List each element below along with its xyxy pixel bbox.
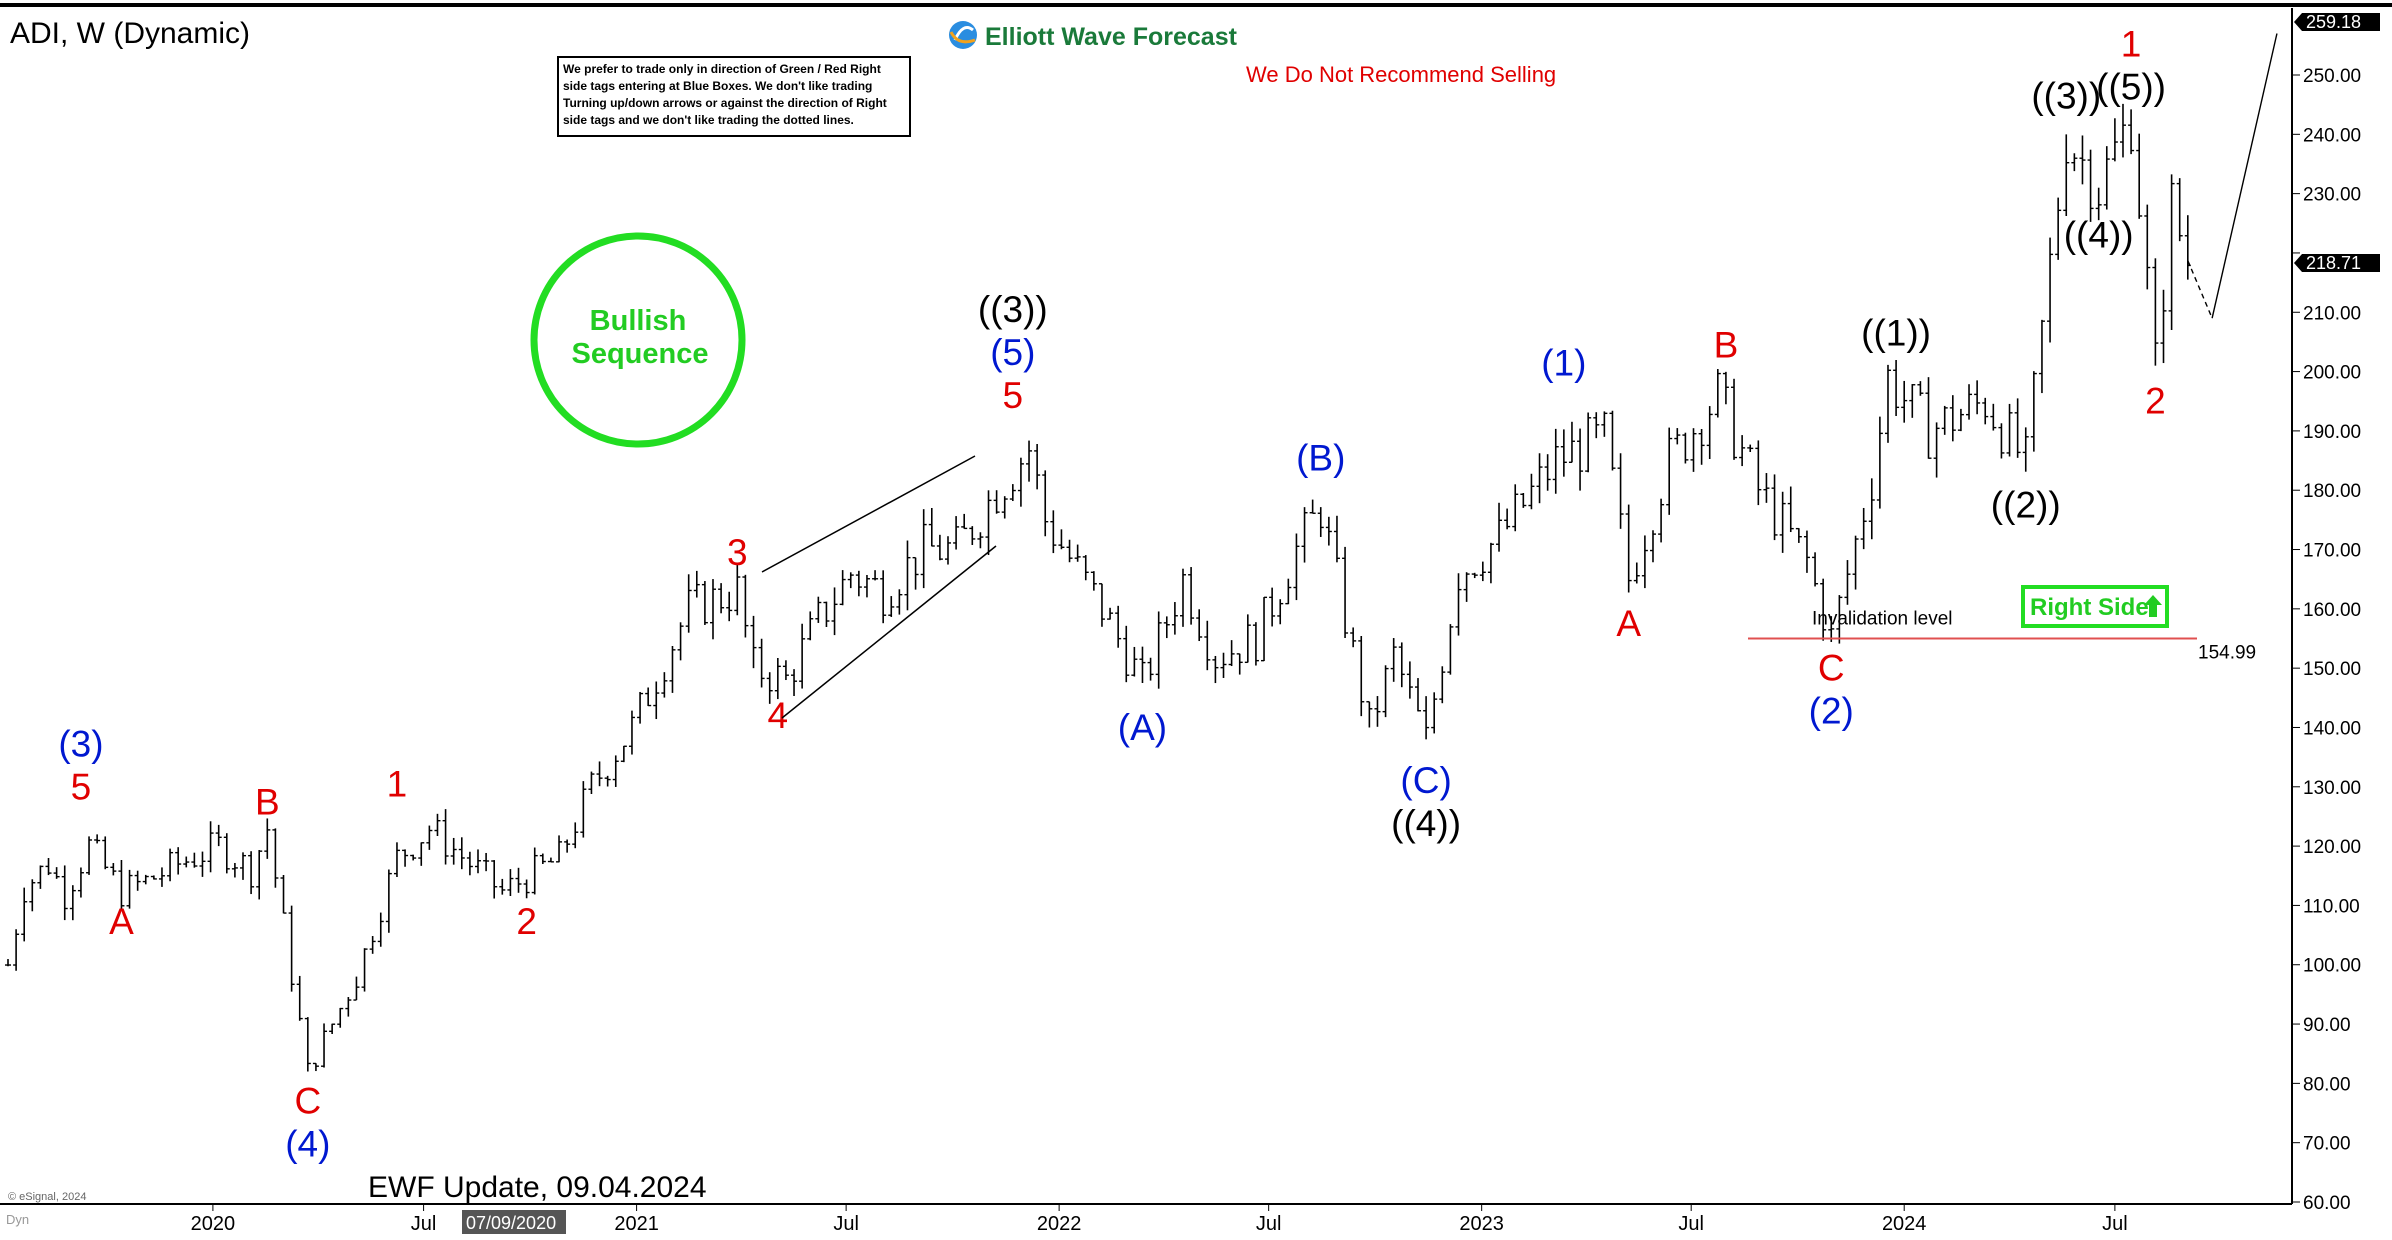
y-tick-label: 230.00 (2303, 185, 2361, 206)
wave-label: (A) (1118, 707, 1167, 748)
invalidation-label: Invalidation level (1812, 609, 1952, 630)
y-tick-label: 80.00 (2303, 1074, 2351, 1095)
wave-label: 1 (387, 764, 408, 805)
wave-label: ((4)) (2064, 214, 2134, 255)
x-tick-label: Jul (833, 1213, 859, 1235)
x-tick-label: 2020 (191, 1213, 236, 1235)
y-tick-label: 210.00 (2303, 303, 2361, 324)
wave-label: 5 (71, 766, 92, 807)
wave-label: (B) (1296, 437, 1345, 478)
y-tick-label: 150.00 (2303, 659, 2361, 680)
wave-label: ((5)) (2096, 67, 2166, 108)
wave-label: C (1818, 648, 1845, 689)
copyright: © eSignal, 2024 (8, 1191, 86, 1203)
price-bars (5, 103, 2191, 1072)
y-tick-label: 100.00 (2303, 956, 2361, 977)
y-tick-label: 240.00 (2303, 125, 2361, 146)
y-tick-label: 120.00 (2303, 837, 2361, 858)
wave-label: 1 (2121, 24, 2142, 65)
badge-line-1: Bullish (590, 305, 687, 337)
brand-name: Elliott Wave Forecast (985, 23, 1238, 51)
disclaimer-line: side tags and we don't like trading the … (563, 113, 854, 127)
wave-label: B (1714, 325, 1739, 366)
top-price-tag: 259.18 (2294, 12, 2380, 32)
badge-line-2: Sequence (572, 338, 709, 370)
x-tick-label: 2021 (614, 1213, 659, 1235)
invalidation-value: 154.99 (2198, 643, 2256, 664)
wave-label: 2 (2145, 381, 2166, 422)
disclaimer-box: We prefer to trade only in direction of … (557, 56, 911, 137)
y-tick-label: 250.00 (2303, 66, 2361, 87)
brand-logo: Elliott Wave Forecast (949, 21, 1238, 51)
top-price-text: 259.18 (2306, 12, 2361, 32)
last-price-tag: 218.71 (2294, 253, 2380, 273)
projection-line (2211, 33, 2278, 319)
x-tick-label: Jul (2102, 1213, 2128, 1235)
diagonal-lower-line (781, 545, 997, 719)
wave-label: (4) (285, 1124, 330, 1165)
wave-label: C (294, 1081, 321, 1122)
y-tick-label: 110.00 (2303, 896, 2360, 917)
x-tick-label: 2022 (1037, 1213, 1082, 1235)
wave-label: ((4)) (1391, 803, 1461, 844)
disclaimer-line: We prefer to trade only in direction of … (563, 62, 881, 76)
wave-label: A (109, 901, 134, 942)
wave-label: (2) (1809, 691, 1854, 732)
y-tick-label: 140.00 (2303, 718, 2361, 739)
wave-label: (C) (1400, 760, 1451, 801)
y-tick-label: 60.00 (2303, 1193, 2351, 1214)
wave-label: 4 (768, 695, 789, 736)
cursor-date-box (462, 1210, 566, 1234)
wave-label: ((2)) (1991, 484, 2061, 525)
wave-label: B (255, 781, 280, 822)
arrow-up-icon (2144, 595, 2162, 617)
x-tick-label: 2023 (1459, 1213, 1504, 1235)
selling-warning: We Do Not Recommend Selling (1246, 62, 1556, 87)
projection-lines (2187, 33, 2278, 319)
right-side-tag: Right Side (2021, 585, 2169, 628)
wave-label: A (1616, 603, 1641, 644)
chart-title: ADI, W (Dynamic) (10, 17, 250, 50)
y-axis-ticks: 250.00 240.00 230.00 210.00 200.00 190.00 180.… (2292, 66, 2361, 1214)
y-tick-label: 130.00 (2303, 778, 2361, 799)
wave-label: (3) (58, 723, 103, 764)
right-side-label: Right Side (2030, 594, 2149, 621)
x-tick-label: Jul (1678, 1213, 1704, 1235)
wave-label: ((1)) (1861, 313, 1931, 354)
cursor-date: 07/09/2020 (466, 1213, 556, 1233)
y-tick-label: 70.00 (2303, 1134, 2351, 1155)
diagonal-upper-line (761, 455, 976, 573)
wave-label: ((3)) (2031, 75, 2101, 116)
corner-label: Dyn (6, 1212, 29, 1227)
disclaimer-line: side tags entering at Blue Boxes. We don… (563, 79, 872, 93)
y-tick-label: 160.00 (2303, 600, 2361, 621)
update-label: EWF Update, 09.04.2024 (368, 1171, 707, 1204)
x-tick-label: Jul (1256, 1213, 1282, 1235)
y-tick-label: 170.00 (2303, 541, 2361, 562)
projection-dotted-line (2187, 260, 2213, 319)
x-axis-ticks: 2020 Jul 2021 Jul 2022 Jul 2023 Jul 2024 Jul (191, 1204, 2128, 1235)
bullish-sequence-badge: Bullish Sequence (530, 232, 746, 448)
wave-label: 3 (727, 532, 748, 573)
wave-label: (5) (990, 332, 1035, 373)
x-tick-label: 2024 (1882, 1213, 1927, 1235)
disclaimer-line: Turning up/down arrows or against the di… (563, 96, 887, 110)
last-price-text: 218.71 (2306, 253, 2361, 273)
y-tick-label: 200.00 (2303, 363, 2361, 384)
x-tick-label: Jul (411, 1213, 437, 1235)
wave-label: 2 (516, 901, 537, 942)
y-tick-label: 180.00 (2303, 481, 2361, 502)
wave-label: 5 (1003, 375, 1024, 416)
wave-labels: (3)5ABC(4)1234((3))(5)5(A)(B)(C)((4))(1)… (58, 24, 2166, 1165)
wave-label: (1) (1541, 342, 1586, 383)
wave-label: ((3)) (978, 289, 1048, 330)
y-tick-label: 90.00 (2303, 1015, 2351, 1036)
y-tick-label: 190.00 (2303, 422, 2361, 443)
